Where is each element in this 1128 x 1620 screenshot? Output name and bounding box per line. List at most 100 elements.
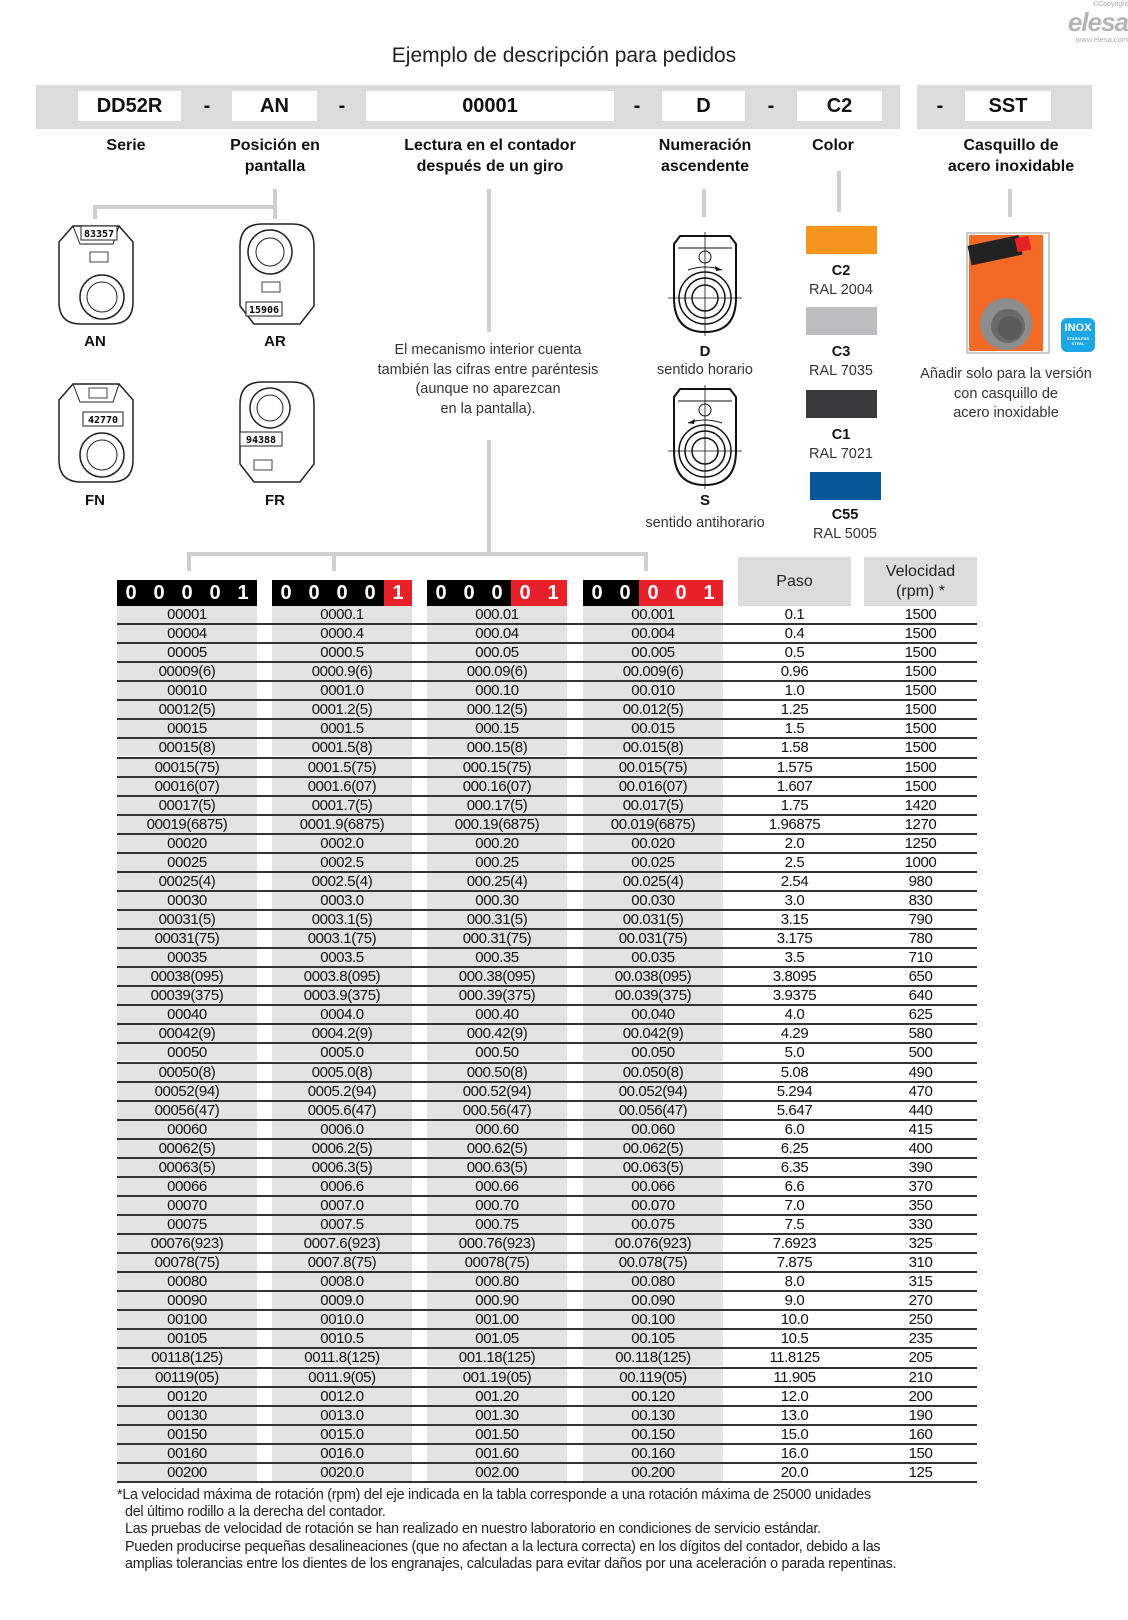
cell-reading: 001.18(125) bbox=[427, 1349, 567, 1367]
cell-paso: 5.0 bbox=[784, 1044, 805, 1062]
table-row: 00060 0006.0 000.60 00.060 6.0 415 bbox=[117, 1120, 977, 1140]
cell-velocidad: 470 bbox=[908, 1082, 933, 1100]
cell-reading: 00.130 bbox=[583, 1406, 723, 1424]
cell-reading: 00200 bbox=[117, 1463, 257, 1481]
cell-velocidad: 650 bbox=[908, 968, 933, 986]
table-row: 00025 0002.5 000.25 00.025 2.5 1000 bbox=[117, 853, 977, 873]
cell-reading: 00.038(095) bbox=[583, 968, 723, 986]
code-serie: DD52R bbox=[78, 91, 181, 121]
cell-paso: 6.25 bbox=[780, 1139, 809, 1157]
cell-reading: 00130 bbox=[117, 1406, 257, 1424]
label-numeracion: Numeración ascendente bbox=[658, 137, 752, 175]
cell-reading: 000.15 bbox=[427, 720, 567, 738]
cell-paso: 20.0 bbox=[780, 1463, 809, 1481]
cell-reading: 00030 bbox=[117, 891, 257, 909]
cell-reading: 00012(5) bbox=[117, 701, 257, 719]
cell-paso: 12.0 bbox=[780, 1387, 809, 1405]
table-row: 00062(5) 0006.2(5) 000.62(5) 00.062(5) 6.25 4… bbox=[117, 1139, 977, 1159]
cell-reading: 0003.9(375) bbox=[272, 987, 412, 1005]
cell-reading: 000.25(4) bbox=[427, 872, 567, 890]
cell-reading: 00005 bbox=[117, 644, 257, 662]
cell-velocidad: 780 bbox=[908, 930, 933, 948]
position-label-an: AN bbox=[84, 333, 106, 350]
cell-reading: 0003.5 bbox=[272, 949, 412, 967]
cell-velocidad: 1500 bbox=[904, 644, 937, 662]
counter-digit: 0 bbox=[145, 580, 173, 606]
cell-reading: 000.15(75) bbox=[427, 758, 567, 776]
cell-reading: 001.50 bbox=[427, 1425, 567, 1443]
speed-table: 00001 0000.1 000.01 00.001 0.1 1500 00004 0000.… bbox=[117, 606, 977, 1483]
cell-velocidad: 350 bbox=[908, 1196, 933, 1214]
code-separator: - bbox=[936, 95, 944, 117]
cell-reading: 0013.0 bbox=[272, 1406, 412, 1424]
cell-reading: 0003.1(75) bbox=[272, 930, 412, 948]
cell-reading: 0003.1(5) bbox=[272, 911, 412, 928]
cell-velocidad: 190 bbox=[908, 1406, 933, 1424]
cell-reading: 00004 bbox=[117, 625, 257, 643]
cell-reading: 0003.8(095) bbox=[272, 968, 412, 986]
cell-reading: 0005.0(8) bbox=[272, 1063, 412, 1081]
cell-velocidad: 210 bbox=[908, 1368, 933, 1386]
cell-reading: 00.031(5) bbox=[583, 911, 723, 928]
cell-reading: 0001.9(6875) bbox=[272, 815, 412, 833]
cell-paso: 1.5 bbox=[784, 720, 805, 738]
cell-paso: 11.8125 bbox=[769, 1349, 820, 1367]
cell-reading: 000.62(5) bbox=[427, 1139, 567, 1157]
cell-reading: 00.030 bbox=[583, 891, 723, 909]
cell-paso: 4.29 bbox=[780, 1025, 809, 1043]
color-label-c55: C55 RAL 5005 bbox=[813, 507, 877, 542]
cell-reading: 00.062(5) bbox=[583, 1139, 723, 1157]
cell-reading: 0007.6(923) bbox=[272, 1235, 412, 1253]
cell-velocidad: 1250 bbox=[904, 834, 937, 852]
table-row: 00130 0013.0 001.30 00.130 13.0 190 bbox=[117, 1406, 977, 1426]
cell-reading: 000.80 bbox=[427, 1273, 567, 1291]
cell-reading: 000.04 bbox=[427, 625, 567, 643]
cell-paso: 0.1 bbox=[784, 606, 805, 623]
table-row: 00010 0001.0 000.10 00.010 1.0 1500 bbox=[117, 682, 977, 702]
cell-reading: 0001.2(5) bbox=[272, 701, 412, 719]
cell-reading: 00120 bbox=[117, 1387, 257, 1405]
cell-paso: 6.35 bbox=[780, 1158, 809, 1176]
color-label-c3: C3 RAL 7035 bbox=[809, 344, 873, 379]
table-row: 00056(47) 0005.6(47) 000.56(47) 00.056(47) 5… bbox=[117, 1101, 977, 1121]
cell-velocidad: 1500 bbox=[904, 739, 937, 757]
cell-reading: 0002.5(4) bbox=[272, 872, 412, 890]
table-row: 00001 0000.1 000.01 00.001 0.1 1500 bbox=[117, 606, 977, 626]
position-label-ar: AR bbox=[264, 333, 286, 350]
cell-reading: 00025 bbox=[117, 853, 257, 871]
cell-reading: 00.042(9) bbox=[583, 1025, 723, 1043]
direction-label-d: sentido horario bbox=[657, 362, 753, 378]
counter-drawing-ar: 15906 bbox=[239, 223, 315, 325]
cell-reading: 0012.0 bbox=[272, 1387, 412, 1405]
table-row: 00039(375) 0003.9(375) 000.39(375) 00.039(3… bbox=[117, 987, 977, 1007]
cell-reading: 00066 bbox=[117, 1177, 257, 1195]
label-color: Color bbox=[812, 137, 854, 154]
cell-reading: 0005.6(47) bbox=[272, 1101, 412, 1119]
cell-reading: 0007.8(75) bbox=[272, 1254, 412, 1272]
cell-reading: 00.009(6) bbox=[583, 663, 723, 681]
code-color: C2 bbox=[797, 91, 882, 121]
cell-paso: 1.75 bbox=[780, 796, 809, 814]
cell-reading: 000.90 bbox=[427, 1292, 567, 1310]
table-row: 00063(5) 0006.3(5) 000.63(5) 00.063(5) 6.35 3… bbox=[117, 1158, 977, 1178]
cell-reading: 000.20 bbox=[427, 834, 567, 852]
cell-reading: 000.15(8) bbox=[427, 739, 567, 757]
cell-velocidad: 580 bbox=[908, 1025, 933, 1043]
color-label-c2: C2 RAL 2004 bbox=[809, 263, 873, 298]
table-row: 00050 0005.0 000.50 00.050 5.0 500 bbox=[117, 1044, 977, 1064]
cell-velocidad: 325 bbox=[908, 1235, 933, 1253]
cell-reading: 0010.0 bbox=[272, 1311, 412, 1329]
cell-velocidad: 200 bbox=[908, 1387, 933, 1405]
cell-velocidad: 160 bbox=[908, 1425, 933, 1443]
cell-paso: 7.0 bbox=[784, 1196, 805, 1214]
counter-drawing-fr: 94388 bbox=[239, 381, 315, 483]
connector-line bbox=[93, 205, 277, 209]
cell-reading: 00.012(5) bbox=[583, 701, 723, 719]
cell-reading: 002.00 bbox=[427, 1463, 567, 1481]
table-row: 00118(125) 0011.8(125) 001.18(125) 00.118(1… bbox=[117, 1349, 977, 1369]
cell-velocidad: 310 bbox=[908, 1254, 933, 1272]
code-numeracion: D bbox=[662, 91, 745, 121]
cell-reading: 0004.0 bbox=[272, 1006, 412, 1024]
cell-paso: 1.96875 bbox=[768, 815, 821, 833]
